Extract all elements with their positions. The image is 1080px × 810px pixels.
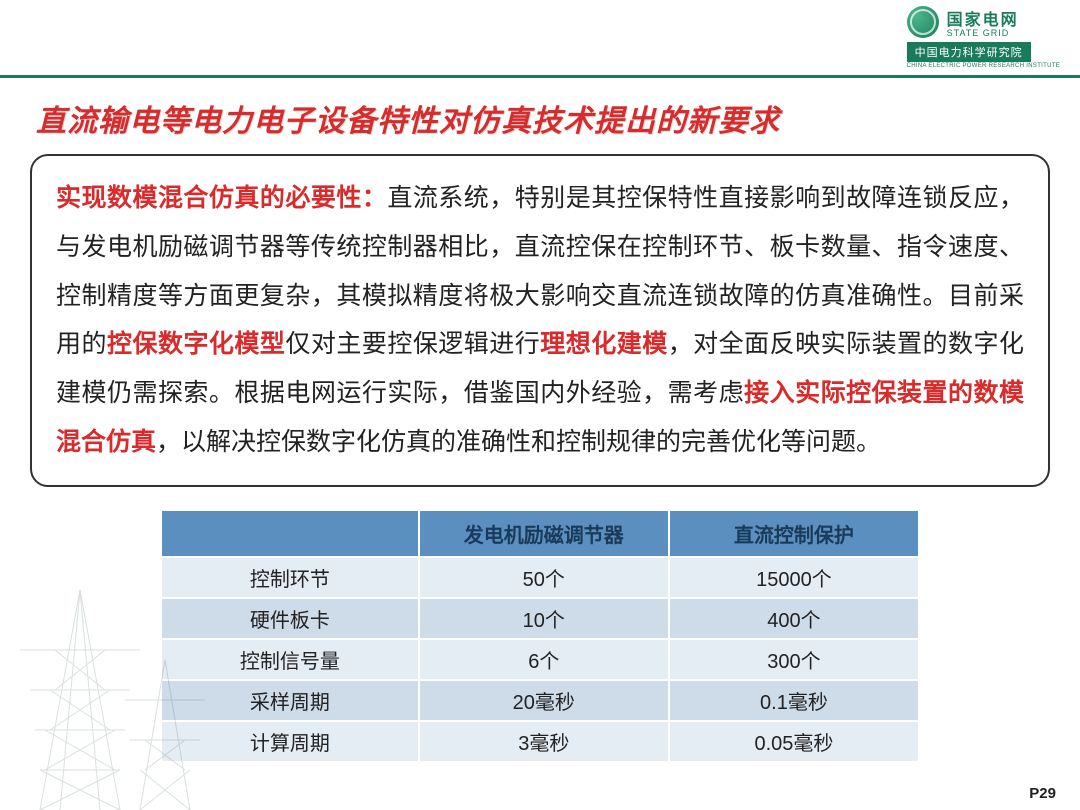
table-row: 控制信号量 6个 300个 [161,639,919,680]
row-val-gen: 3毫秒 [419,721,669,762]
table-row: 控制环节 50个 15000个 [161,557,919,598]
logo-block: 国家电网 STATE GRID 中国电力科学研究院 CHINA ELECTRIC… [907,6,1060,69]
row-val-dc: 300个 [669,639,919,680]
page-number: P29 [1029,785,1056,802]
comparison-table-wrap: 发电机励磁调节器 直流控制保护 控制环节 50个 15000个 硬件板卡 10个… [160,509,920,763]
body-paragraph: 实现数模混合仿真的必要性：直流系统，特别是其控保特性直接影响到故障连锁反应，与发… [56,174,1024,467]
institute-name-en: CHINA ELECTRIC POWER RESEARCH INSTITUTE [907,63,1060,69]
comparison-table: 发电机励磁调节器 直流控制保护 控制环节 50个 15000个 硬件板卡 10个… [160,509,920,763]
table-row: 采样周期 20毫秒 0.1毫秒 [161,680,919,721]
row-val-dc: 400个 [669,598,919,639]
slide-title: 直流输电等电力电子设备特性对仿真技术提出的新要求 [36,96,1080,140]
table-header-blank [161,510,419,557]
table-row: 计算周期 3毫秒 0.05毫秒 [161,721,919,762]
row-label: 控制环节 [161,557,419,598]
row-label: 采样周期 [161,680,419,721]
state-grid-logo-icon [907,6,939,38]
row-val-gen: 10个 [419,598,669,639]
highlight-2: 控保数字化模型 [107,330,285,358]
row-label: 计算周期 [161,721,419,762]
row-val-gen: 6个 [419,639,669,680]
table-header-generator: 发电机励磁调节器 [419,510,669,557]
seg2: 仅对主要控保逻辑进行 [285,330,540,358]
seg4: ，以解决控保数字化仿真的准确性和控制规律的完善优化等问题。 [156,428,881,456]
row-val-dc: 0.05毫秒 [669,721,919,762]
row-label: 硬件板卡 [161,598,419,639]
highlight-3: 理想化建模 [540,330,667,358]
row-val-gen: 20毫秒 [419,680,669,721]
table-row: 硬件板卡 10个 400个 [161,598,919,639]
row-val-dc: 0.1毫秒 [669,680,919,721]
row-val-gen: 50个 [419,557,669,598]
table-header-dc: 直流控制保护 [669,510,919,557]
institute-name-cn: 中国电力科学研究院 [907,42,1031,62]
row-label: 控制信号量 [161,639,419,680]
lead-phrase: 实现数模混合仿真的必要性： [56,184,387,212]
table-header-row: 发电机励磁调节器 直流控制保护 [161,510,919,557]
company-name-en: STATE GRID [947,28,1019,38]
slide-header: 国家电网 STATE GRID 中国电力科学研究院 CHINA ELECTRIC… [0,0,1080,78]
table-body: 控制环节 50个 15000个 硬件板卡 10个 400个 控制信号量 6个 3… [161,557,919,762]
company-name-cn: 国家电网 [947,6,1019,30]
content-box: 实现数模混合仿真的必要性：直流系统，特别是其控保特性直接影响到故障连锁反应，与发… [30,154,1050,487]
row-val-dc: 15000个 [669,557,919,598]
